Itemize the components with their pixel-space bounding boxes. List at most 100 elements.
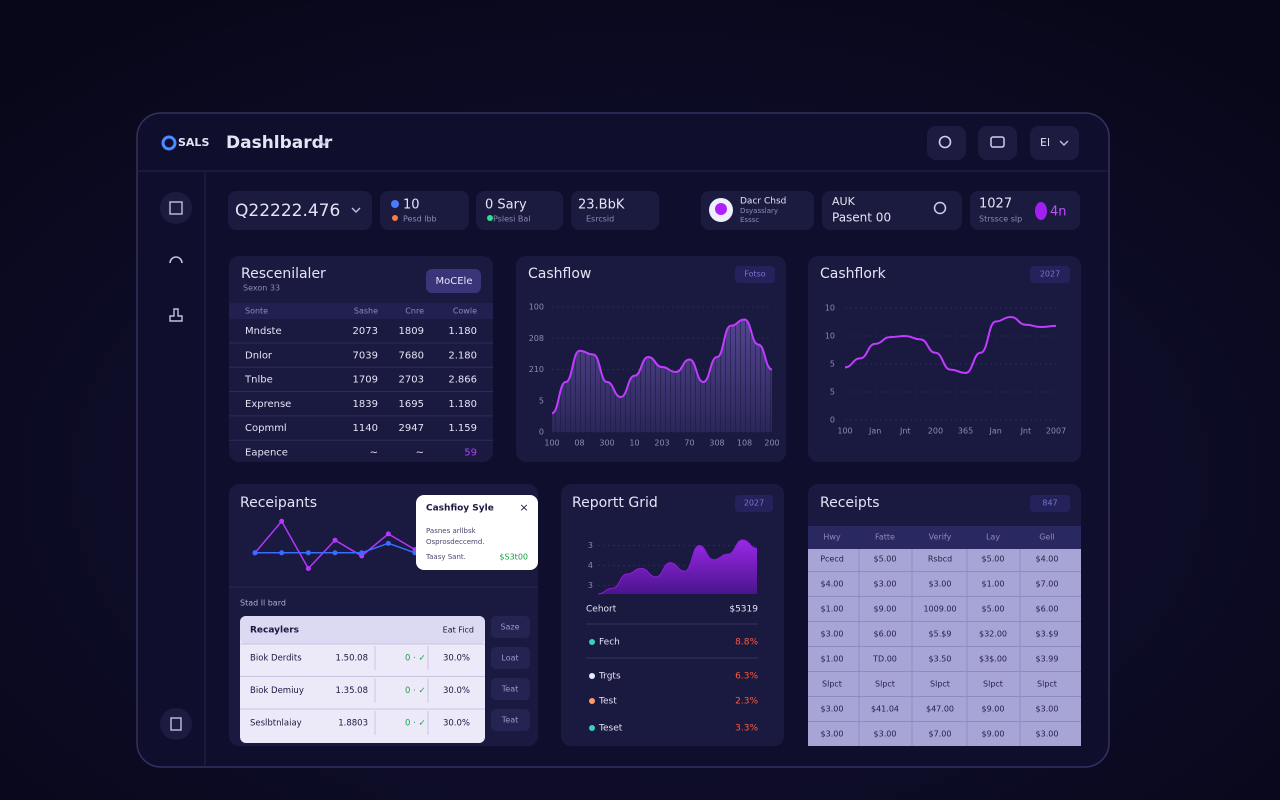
table-cell: 1.35.08 (336, 686, 368, 696)
point (332, 537, 338, 543)
column-header: Verify (929, 533, 952, 542)
stat-dot (391, 200, 399, 208)
y-tick-label: 208 (529, 334, 544, 343)
table-cell: $3.00 (874, 730, 897, 739)
y-tick-label: 10 (825, 304, 835, 313)
item-value: 6.3% (735, 672, 758, 682)
x-tick-label: 08 (574, 439, 584, 448)
table-cell: 1.180 (448, 326, 477, 337)
table-cell: Pcecd (820, 555, 844, 564)
counter-badge: 4n (1050, 205, 1067, 220)
side-button-label: Teat (501, 685, 519, 694)
table-cell: 2.866 (448, 375, 477, 386)
table-cell: 30.0% (443, 654, 470, 664)
panel-title: Receipants (240, 495, 317, 511)
side-button[interactable] (491, 709, 530, 731)
table-cell: 59 (464, 448, 477, 459)
tag-bg (1030, 266, 1070, 283)
x-tick-label: 70 (684, 439, 694, 448)
search-card[interactable] (822, 191, 962, 230)
nav-settings[interactable] (160, 708, 192, 740)
table-cell: 1.180 (448, 399, 477, 410)
panel-button-bg[interactable] (426, 269, 481, 293)
popup[interactable] (416, 495, 538, 570)
table-body-bg (808, 549, 1081, 746)
messages-icon (990, 136, 1005, 148)
table-cell: ~ (370, 448, 378, 459)
stat-label: Pesd lbb (403, 215, 437, 224)
side-button[interactable] (491, 678, 530, 700)
search-value: Pasent 00 (832, 211, 891, 225)
page-title: Dashlbardr (226, 133, 333, 153)
messages-button[interactable] (978, 126, 1017, 160)
table-cell: Exprense (245, 399, 291, 410)
side-button[interactable] (491, 616, 530, 638)
cohort-value: $5319 (729, 605, 758, 615)
item-dot (589, 698, 595, 704)
table-cell: $5.00 (874, 555, 897, 564)
table-cell: 1140 (353, 423, 378, 434)
table-cell: $9.00 (982, 705, 1005, 714)
profile-card[interactable] (701, 191, 814, 230)
counter-card[interactable] (970, 191, 1080, 230)
table-cell: Rsbcd (928, 555, 952, 564)
table-cell: $3.00 (1036, 705, 1059, 714)
table-cell: Biok Derdits (250, 654, 302, 664)
table-card (240, 616, 485, 743)
column-header: Sonte (245, 307, 268, 316)
table-cell: Slpct (983, 680, 1003, 689)
table-cell: 2073 (353, 326, 378, 337)
user-button[interactable] (1030, 126, 1079, 160)
panel-title: Rescenilaler (241, 266, 326, 282)
side-button[interactable] (491, 647, 530, 669)
nav-home[interactable] (160, 192, 192, 224)
table-cell: $7.00 (929, 730, 952, 739)
x-tick-label: Jnt (1020, 427, 1032, 436)
nav-user[interactable] (169, 308, 183, 322)
item-label: Test (598, 697, 617, 707)
stat-label: Pslesi Bal (493, 215, 531, 224)
point (359, 550, 365, 556)
stat-value: Q22222.476 (235, 201, 340, 221)
table-header-bg (240, 616, 485, 644)
item-dot (589, 725, 595, 731)
avatar-icon (715, 203, 727, 215)
charts (252, 306, 1057, 595)
popup-title: Cashfioy Syle (426, 504, 494, 514)
line (844, 315, 1057, 374)
stat-card[interactable] (380, 191, 469, 230)
item-label: Trgts (598, 672, 621, 682)
table-cell: $5.00 (982, 605, 1005, 614)
table-cell: 0 · ✓ (405, 719, 426, 729)
nav-refresh[interactable] (169, 256, 183, 264)
cohort-label: Cehort (586, 605, 617, 615)
table-cell: Mndste (245, 326, 282, 337)
search-button[interactable] (927, 126, 966, 160)
point (305, 550, 311, 556)
caret (351, 207, 361, 213)
stat-value: 10 (403, 198, 420, 213)
side-button-label: Saze (500, 623, 519, 632)
item-dot (589, 639, 595, 645)
table-cell: 0 · ✓ (405, 654, 426, 664)
table-cell: 30.0% (443, 686, 470, 696)
table-cell: $3.00 (821, 730, 844, 739)
table-cell: $6.00 (874, 630, 897, 639)
stat-card[interactable] (476, 191, 563, 230)
table-cell: 1709 (353, 375, 378, 386)
user-button-label: El (1040, 136, 1050, 149)
table-cell: 7680 (399, 350, 424, 361)
stat-value: 23.BbK (578, 198, 625, 213)
counter-icon (1035, 202, 1047, 220)
y-tick-label: 10 (825, 332, 835, 341)
panel-title: Cashflork (820, 266, 887, 282)
search-title: AUK (832, 195, 856, 208)
tag-bg (1030, 495, 1070, 512)
stat-card[interactable] (571, 191, 659, 230)
point (332, 550, 338, 556)
stat-card[interactable] (228, 191, 372, 230)
table-cell: Copmml (245, 423, 287, 434)
item-dot (589, 673, 595, 679)
point (385, 540, 391, 546)
table-cell: Slpct (822, 680, 842, 689)
